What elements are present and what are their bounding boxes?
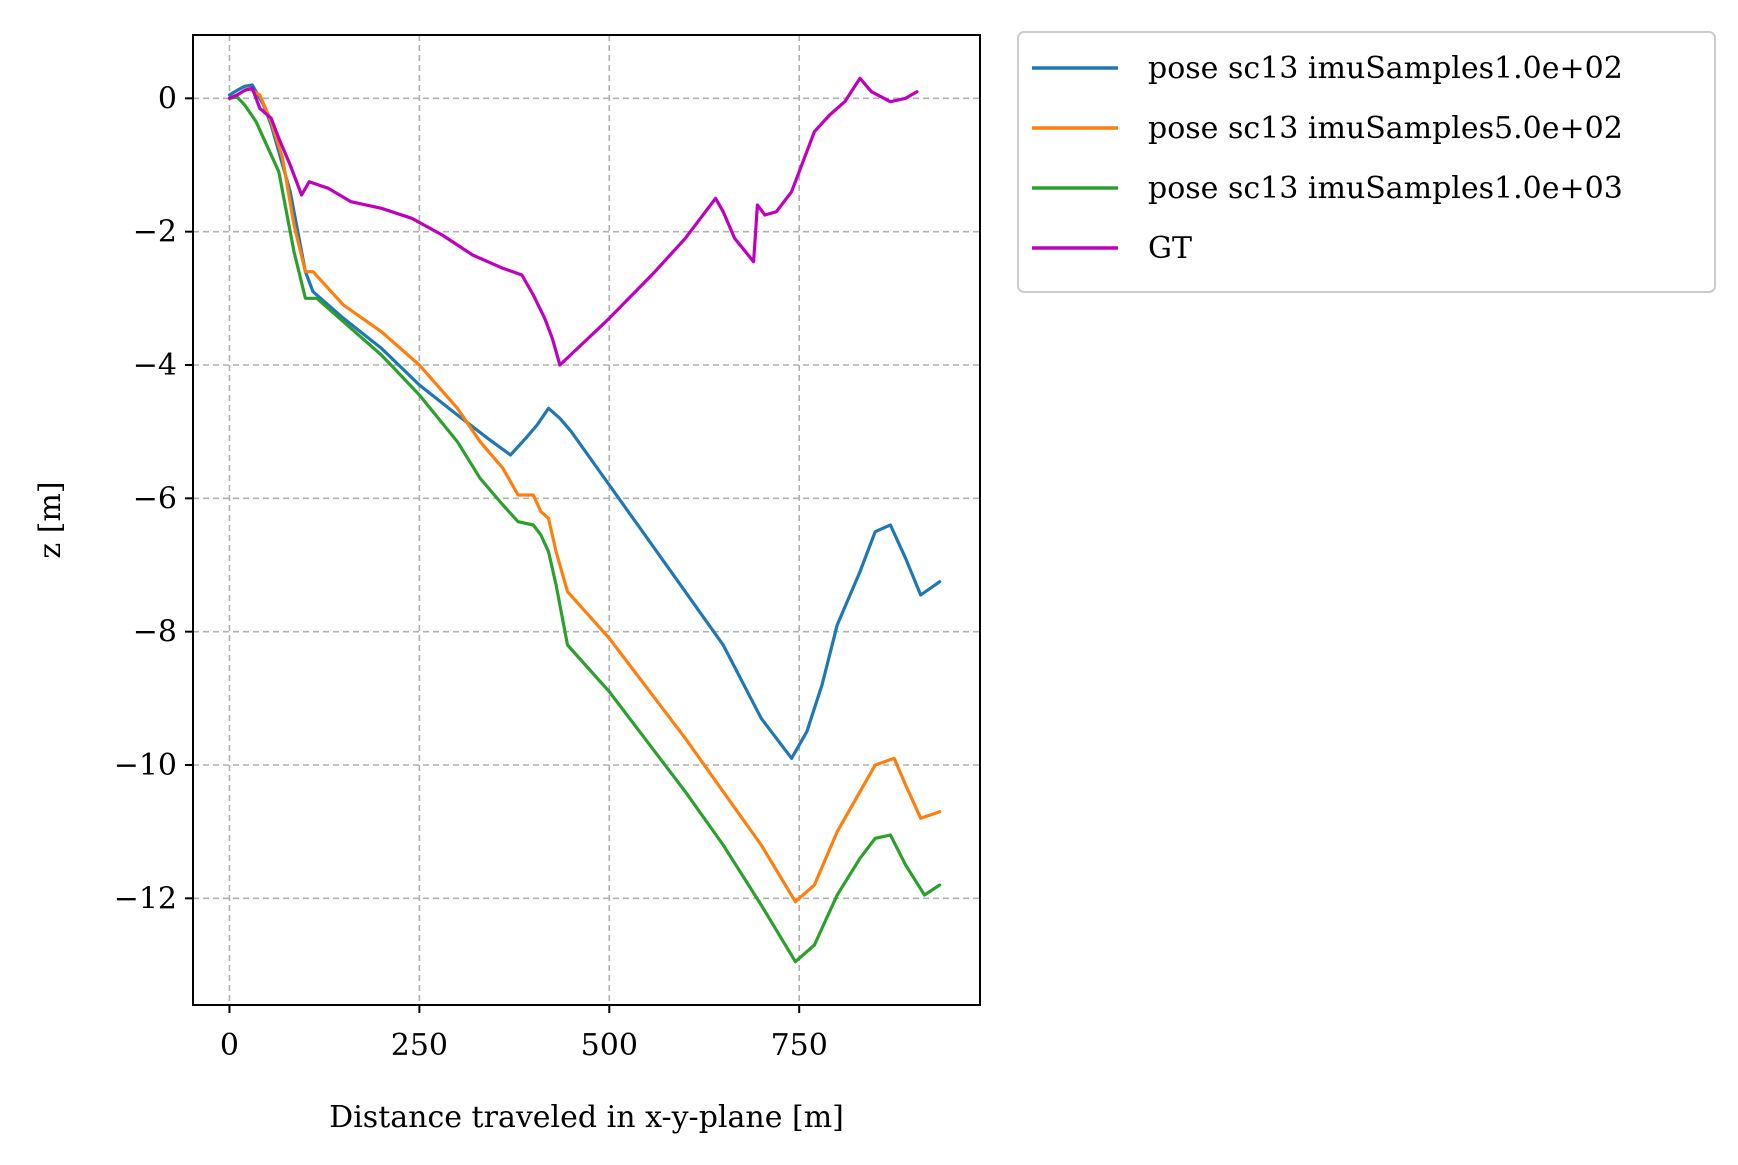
legend-label-2: pose sc13 imuSamples5.0e+02: [1148, 111, 1623, 146]
series-line-1: [227, 83, 942, 760]
y-axis-label: z [m]: [33, 481, 68, 558]
legend-label-4: GT: [1148, 231, 1192, 266]
x-axis: 0 250 500 750: [220, 1005, 828, 1063]
plot-frame: [192, 34, 981, 1006]
y-tick-label: 0: [158, 81, 177, 116]
y-tick-label: −4: [133, 348, 177, 383]
y-tick-label: −6: [133, 481, 177, 516]
legend: pose sc13 imuSamples1.0e+02 pose sc13 imu…: [1017, 31, 1716, 293]
series-line-4: [227, 76, 919, 367]
grid: [193, 35, 980, 1005]
series-line-3: [227, 95, 942, 964]
x-tick-label: 250: [391, 1028, 448, 1063]
legend-box: [1017, 31, 1716, 293]
y-tick-label: −12: [114, 881, 177, 916]
y-axis: 0 −2 −4 −6 −8 −10 −12: [114, 81, 193, 916]
y-tick-label: −2: [133, 215, 177, 250]
x-tick-label: 500: [581, 1028, 638, 1063]
series-line-2: [227, 86, 942, 904]
y-tick-label: −8: [133, 615, 177, 650]
x-tick-label: 0: [220, 1028, 239, 1063]
y-tick-label: −10: [114, 748, 177, 783]
x-axis-label: Distance traveled in x-y-plane [m]: [329, 1100, 844, 1135]
x-tick-label: 750: [771, 1028, 828, 1063]
series-lines: [227, 76, 942, 964]
legend-label-1: pose sc13 imuSamples1.0e+02: [1148, 51, 1623, 86]
legend-label-3: pose sc13 imuSamples1.0e+03: [1148, 171, 1623, 206]
